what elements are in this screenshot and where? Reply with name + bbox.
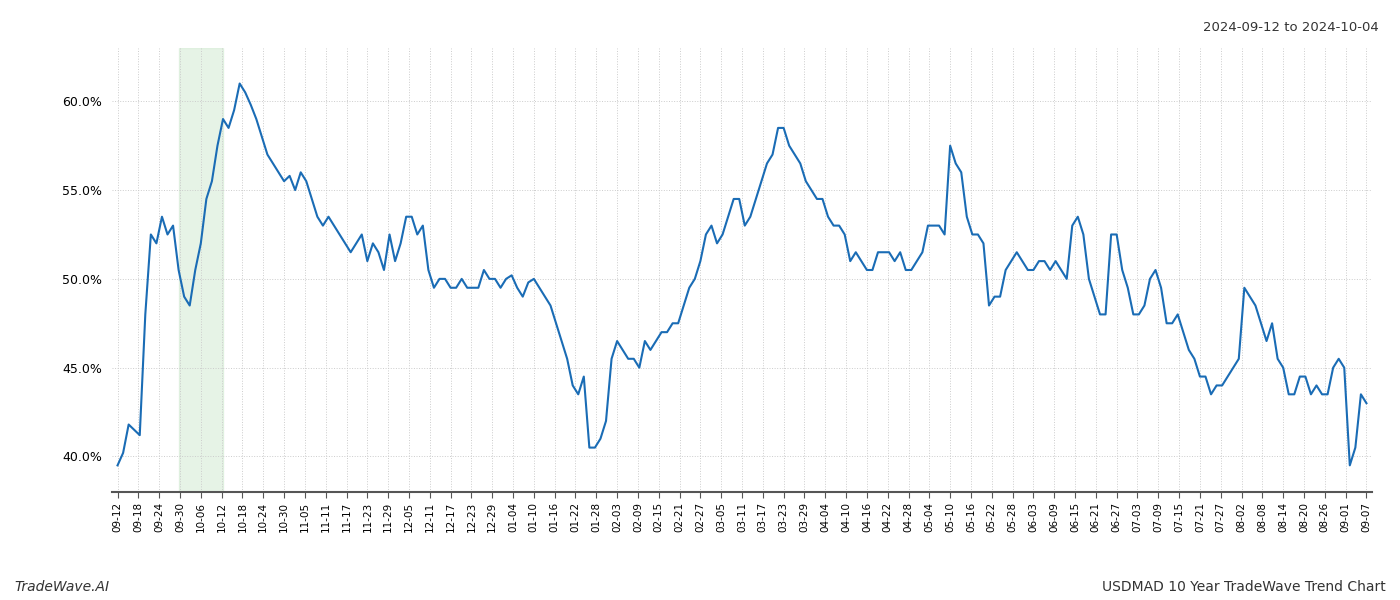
Text: TradeWave.AI: TradeWave.AI	[14, 580, 109, 594]
Text: USDMAD 10 Year TradeWave Trend Chart: USDMAD 10 Year TradeWave Trend Chart	[1102, 580, 1386, 594]
Bar	[179, 48, 223, 492]
Text: 2024-09-12 to 2024-10-04: 2024-09-12 to 2024-10-04	[1203, 21, 1379, 34]
